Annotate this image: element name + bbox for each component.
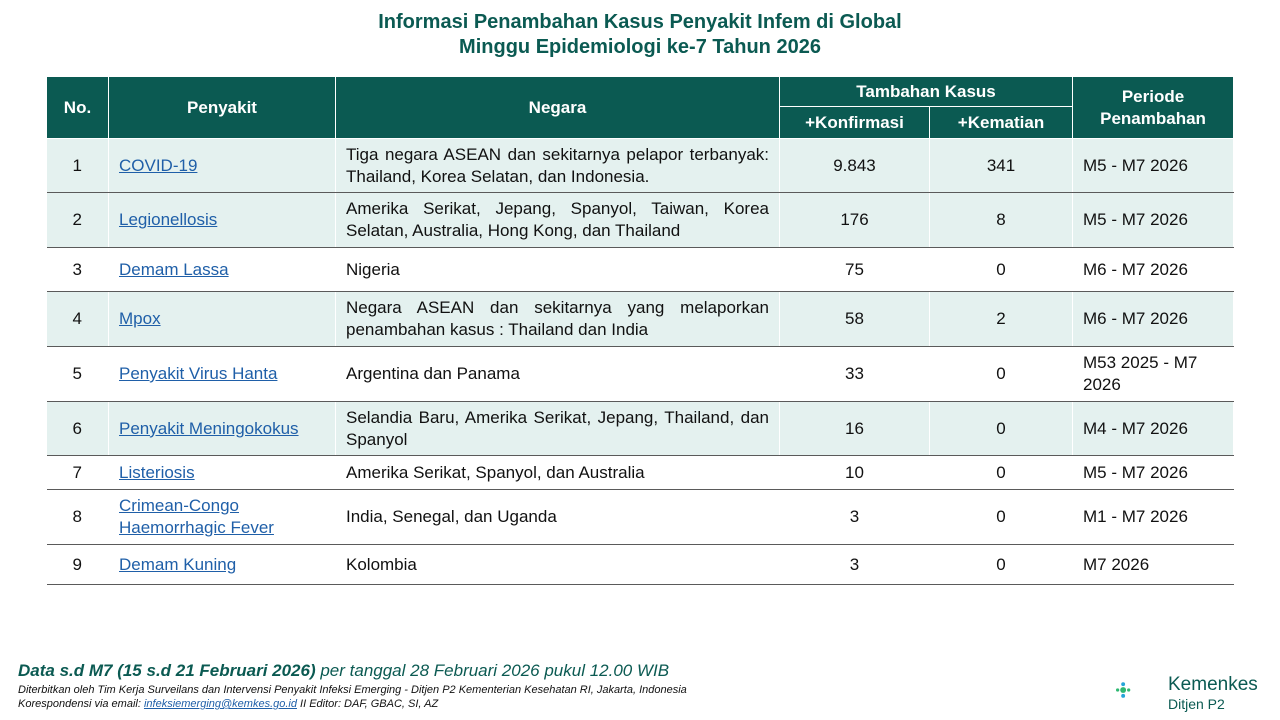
deaths-cell: 0 [929, 489, 1074, 545]
disease-link[interactable]: Penyakit Meningokokus [119, 418, 299, 438]
disease-link[interactable]: Legionellosis [119, 210, 218, 229]
row-number: 2 [46, 192, 109, 248]
deaths-cell: 0 [929, 401, 1074, 456]
deaths-cell: 0 [929, 544, 1074, 585]
disease-link[interactable]: Mpox [119, 309, 161, 328]
deaths-cell: 0 [929, 455, 1074, 490]
table-row: 3 Demam Lassa Nigeria 75 0 M6 - M7 2026 [46, 247, 1235, 292]
country-cell: Argentina dan Panama [335, 346, 780, 402]
table-row: 1 COVID-19 Tiga negara ASEAN dan sekitar… [46, 138, 1235, 193]
table-row: 8 Crimean-Congo Haemorrhagic Fever India… [46, 489, 1235, 545]
title-line-2: Minggu Epidemiologi ke-7 Tahun 2026 [459, 36, 821, 58]
country-cell: Nigeria [335, 247, 780, 292]
row-number: 6 [46, 401, 109, 456]
country-cell: Amerika Serikat, Spanyol, dan Australia [335, 455, 780, 490]
kemenkes-logo-icon [1116, 682, 1131, 698]
disease-link[interactable]: Penyakit Virus Hanta [119, 364, 278, 383]
period-cell: M6 - M7 2026 [1072, 291, 1235, 347]
header-disease: Penyakit [108, 76, 336, 139]
header-period: Periode Penambahan [1072, 76, 1235, 139]
period-cell: M1 - M7 2026 [1072, 489, 1235, 545]
table-row: 7 Listeriosis Amerika Serikat, Spanyol, … [46, 455, 1235, 490]
data-period-note: Data s.d M7 (15 s.d 21 Februari 2026) pe… [18, 661, 669, 681]
table-row: 4 Mpox Negara ASEAN dan sekitarnya yang … [46, 291, 1235, 347]
data-period-bold: Data s.d M7 (15 s.d 21 Februari 2026) [18, 661, 316, 680]
country-cell: Kolombia [335, 544, 780, 585]
logo-left [1116, 688, 1120, 692]
confirmed-cell: 3 [779, 544, 930, 585]
deaths-cell: 0 [929, 346, 1074, 402]
country-cell: Tiga negara ASEAN dan sekitarnya pelapor… [335, 138, 780, 193]
period-cell: M5 - M7 2026 [1072, 192, 1235, 248]
confirmed-cell: 9.843 [779, 138, 930, 193]
confirmed-cell: 58 [779, 291, 930, 347]
title-line-1: Informasi Penambahan Kasus Penyakit Infe… [378, 11, 902, 33]
logo-top [1121, 682, 1126, 687]
case-table: No. Penyakit Negara Tambahan Kasus Perio… [46, 76, 1235, 585]
logo-subtitle: Ditjen P2 [1168, 696, 1225, 712]
deaths-cell: 0 [929, 247, 1074, 292]
header-confirmed: +Konfirmasi [779, 106, 930, 139]
confirmed-cell: 33 [779, 346, 930, 402]
header-deaths: +Kematian [928, 106, 1074, 139]
deaths-cell: 8 [929, 192, 1074, 248]
page-title: Informasi Penambahan Kasus Penyakit Infe… [0, 10, 1280, 60]
disease-link[interactable]: Demam Lassa [119, 259, 229, 279]
table-row: 2 Legionellosis Amerika Serikat, Jepang,… [46, 192, 1235, 248]
confirmed-cell: 176 [779, 192, 930, 248]
contact-note: Korespondensi via email: infeksiemerging… [18, 698, 438, 710]
header-country: Negara [335, 76, 780, 139]
disease-link[interactable]: Demam Kuning [119, 554, 237, 574]
table-row: 9 Demam Kuning Kolombia 3 0 M7 2026 [46, 544, 1235, 585]
confirmed-cell: 3 [779, 489, 930, 545]
logo-name: Kemenkes [1168, 674, 1258, 695]
table-row: 6 Penyakit Meningokokus Selandia Baru, A… [46, 401, 1235, 456]
period-cell: M5 - M7 2026 [1072, 455, 1235, 490]
period-cell: M5 - M7 2026 [1072, 138, 1235, 193]
row-number: 3 [46, 247, 109, 292]
confirmed-cell: 75 [779, 247, 930, 292]
country-cell: Selandia Baru, Amerika Serikat, Jepang, … [335, 401, 780, 456]
row-number: 7 [46, 455, 109, 490]
header-no: No. [46, 76, 109, 139]
logo-center [1120, 687, 1127, 693]
disease-link[interactable]: Listeriosis [119, 462, 195, 482]
table-row: 5 Penyakit Virus Hanta Argentina dan Pan… [46, 346, 1235, 402]
row-number: 4 [46, 291, 109, 347]
publisher-note: Diterbitkan oleh Tim Kerja Surveilans da… [18, 684, 687, 696]
logo-right [1127, 688, 1131, 692]
deaths-cell: 341 [929, 138, 1074, 193]
confirmed-cell: 10 [779, 455, 930, 490]
row-number: 1 [46, 138, 109, 193]
period-cell: M4 - M7 2026 [1072, 401, 1235, 456]
country-cell: Amerika Serikat, Jepang, Spanyol, Taiwan… [335, 192, 780, 248]
country-cell: India, Senegal, dan Uganda [335, 489, 780, 545]
country-cell: Negara ASEAN dan sekitarnya yang melapor… [335, 291, 780, 347]
header-cases-group: Tambahan Kasus [778, 76, 1074, 107]
row-number: 9 [46, 544, 109, 585]
period-cell: M7 2026 [1072, 544, 1235, 585]
logo-bottom [1121, 693, 1126, 698]
data-period-rest: per tanggal 28 Februari 2026 pukul 12.00… [315, 661, 670, 680]
disease-link[interactable]: COVID-19 [119, 155, 198, 175]
confirmed-cell: 16 [779, 401, 930, 456]
row-number: 8 [46, 489, 109, 545]
deaths-cell: 2 [929, 291, 1074, 347]
period-cell: M6 - M7 2026 [1072, 247, 1235, 292]
email-link[interactable]: infeksiemerging@kemkes.go.id [143, 698, 297, 710]
contact-prefix: Korespondensi via email: [18, 698, 144, 710]
period-cell: M53 2025 - M7 2026 [1072, 346, 1235, 402]
disease-link[interactable]: Crimean-Congo Haemorrhagic Fever [119, 496, 274, 537]
row-number: 5 [46, 346, 109, 402]
editor-note: II Editor: DAF, GBAC, SI, AZ [296, 698, 439, 710]
